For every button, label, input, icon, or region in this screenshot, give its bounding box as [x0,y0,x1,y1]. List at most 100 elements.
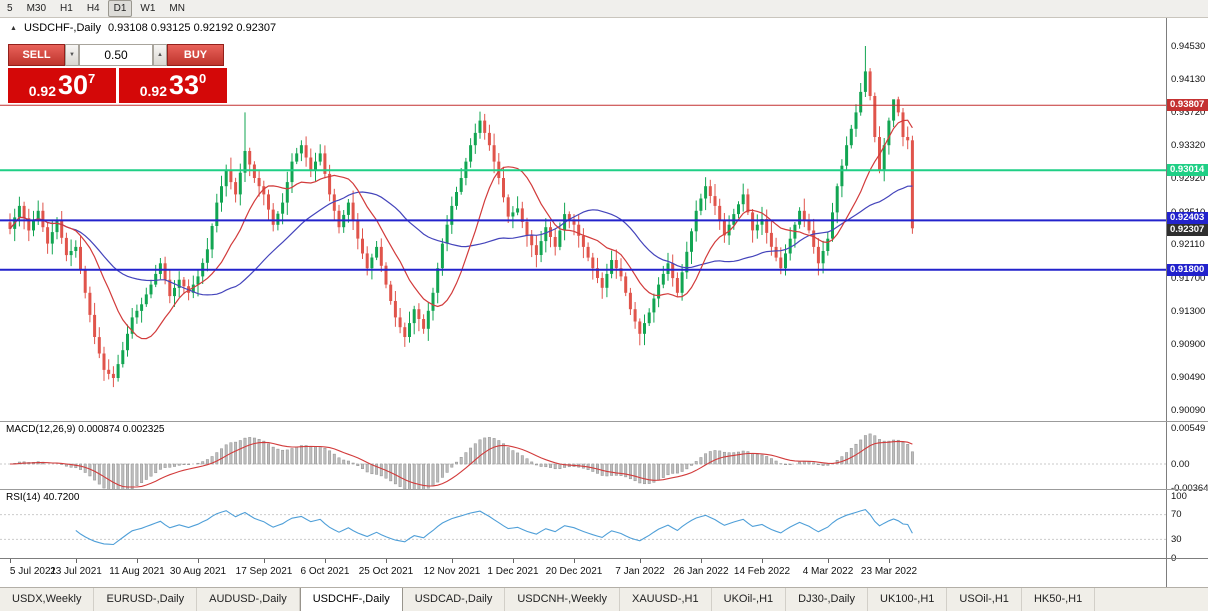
panel-separator[interactable] [0,421,1208,422]
price-scale[interactable]: 0.945300.941300.937200.933200.929200.925… [1166,18,1208,587]
chart-tab-ukoil[interactable]: UKOil-,H1 [712,588,787,611]
chart-tab-audusd[interactable]: AUDUSD-,Daily [197,588,300,611]
macd-axis-label: 0.00549 [1171,423,1206,434]
rsi-line [75,508,913,546]
time-axis[interactable]: 5 Jul 2021 23 Jul 2021 11 Aug 2021 30 Aug 2… [0,559,1166,587]
bid-big-digits: 30 [57,70,89,100]
time-tick [640,559,641,563]
time-tick [889,559,890,563]
chart-tab-usdcad[interactable]: USDCAD-,Daily [403,588,506,611]
chart-tab-usdchf[interactable]: USDCHF-,Daily [299,588,403,611]
macd-indicator-label: MACD(12,26,9) 0.000874 0.002325 [6,424,165,435]
date-label: 23 Mar 2022 [860,566,918,577]
time-tick [574,559,575,563]
chart-tab-eurusd[interactable]: EURUSD-,Daily [94,588,198,611]
symbol-info: ▲ USDCHF-,Daily 0.93108 0.93125 0.92192 … [10,22,276,34]
rsi-panel[interactable] [0,490,1166,558]
time-tick [137,559,138,563]
y-axis-label: 0.93320 [1171,140,1206,151]
axis-separator [0,558,1208,559]
ask-price-display[interactable]: 0.92 33 0 [119,68,227,103]
quote-row: 0.92 30 7 0.92 33 0 [8,68,227,103]
macd-axis-label: 0.00 [1171,459,1190,470]
date-label: 23 Jul 2021 [50,566,102,577]
price-level-label: 0.91800 [1167,264,1208,276]
y-axis-label: 0.90490 [1171,372,1206,383]
chart-tab-usdx[interactable]: USDX,Weekly [0,588,95,611]
date-label: 30 Aug 2021 [169,566,227,577]
chart-tab-xauusd[interactable]: XAUUSD-,H1 [620,588,712,611]
chart-tab-hk50[interactable]: HK50-,H1 [1022,588,1096,611]
date-label: 20 Dec 2021 [545,566,603,577]
ma-slow-line [9,185,913,296]
y-axis-label: 0.91300 [1171,306,1206,317]
date-label: 1 Dec 2021 [487,566,539,577]
y-axis-label: 0.92110 [1171,239,1205,250]
sell-button[interactable]: SELL [8,44,65,66]
macd-signal-line [9,440,913,488]
chart-tab-bar: USDX,Weekly EURUSD-,Daily AUDUSD-,Daily USD… [0,587,1208,611]
date-label: 11 Aug 2021 [109,566,165,577]
time-tick [452,559,453,563]
bid-price-display[interactable]: 0.92 30 7 [8,68,116,103]
date-label: 6 Oct 2021 [300,566,350,577]
bid-prefix: 0.92 [28,83,56,99]
chart-tab-uk100[interactable]: UK100-,H1 [868,588,948,611]
time-tick [198,559,199,563]
time-tick [76,559,77,563]
time-tick [513,559,514,563]
rsi-indicator-label: RSI(14) 40.7200 [6,492,80,503]
buy-button[interactable]: BUY [167,44,224,66]
trade-controls-row: SELL ▼ ▲ BUY [8,44,227,66]
chart-tab-dj30[interactable]: DJ30-,Daily [786,588,868,611]
y-axis-label: 0.90900 [1171,339,1206,350]
ohlc-values: 0.93108 0.93125 0.92192 0.92307 [107,22,277,34]
macd-axis-label: -0.00364 [1171,483,1208,494]
timeframe-button-mn[interactable]: MN [169,3,185,14]
price-level-label: 0.93807 [1167,99,1208,111]
time-tick [325,559,326,563]
volume-increase-button[interactable]: ▲ [153,44,167,66]
timeframe-button-d1[interactable]: D1 [107,0,133,17]
y-axis-label: 0.92920 [1171,173,1206,184]
date-label: 17 Sep 2021 [235,566,293,577]
timeframe-button-w1[interactable]: W1 [140,3,156,14]
date-label: 26 Jan 2022 [673,566,729,577]
price-chart[interactable] [0,18,1166,421]
volume-decrease-button[interactable]: ▼ [65,44,79,66]
one-click-expand-icon[interactable]: ▲ [10,24,17,32]
ma-fast-line [9,119,913,340]
y-axis-label: 0.94530 [1171,41,1206,52]
y-axis-label: 0.91700 [1171,273,1206,284]
timeframe-button-5[interactable]: 5 [7,3,13,14]
timeframe-button-h1[interactable]: H1 [60,3,73,14]
ask-pip-digit: 0 [199,71,207,86]
macd-histogram [13,433,914,489]
price-level-label: 0.92307 [1167,224,1208,236]
time-tick [828,559,829,563]
y-axis-label: 0.94130 [1171,74,1206,85]
ask-prefix: 0.92 [139,83,167,99]
rsi-axis-label: 30 [1171,534,1182,545]
time-tick [762,559,763,563]
chart-tab-usdcnh[interactable]: USDCNH-,Weekly [505,588,620,611]
date-label: 7 Jan 2022 [615,566,665,577]
volume-input[interactable] [79,44,153,66]
rsi-axis-label: 70 [1171,509,1182,520]
time-tick [701,559,702,563]
ask-big-digits: 33 [168,70,200,100]
symbol-label: USDCHF-,Daily [23,22,101,34]
rsi-axis-label: 100 [1171,491,1187,502]
price-level-label: 0.92403 [1167,212,1208,224]
chart-tab-usoil[interactable]: USOil-,H1 [947,588,1022,611]
time-tick [386,559,387,563]
macd-panel[interactable] [0,422,1166,489]
y-axis-label: 0.90090 [1171,405,1206,416]
panel-separator[interactable] [0,489,1208,490]
timeframe-button-h4[interactable]: H4 [86,3,100,14]
time-tick [10,559,11,563]
y-axis-label: 0.93720 [1171,107,1206,118]
date-label: 25 Oct 2021 [358,566,414,577]
timeframe-button-m30[interactable]: M30 [26,3,47,14]
